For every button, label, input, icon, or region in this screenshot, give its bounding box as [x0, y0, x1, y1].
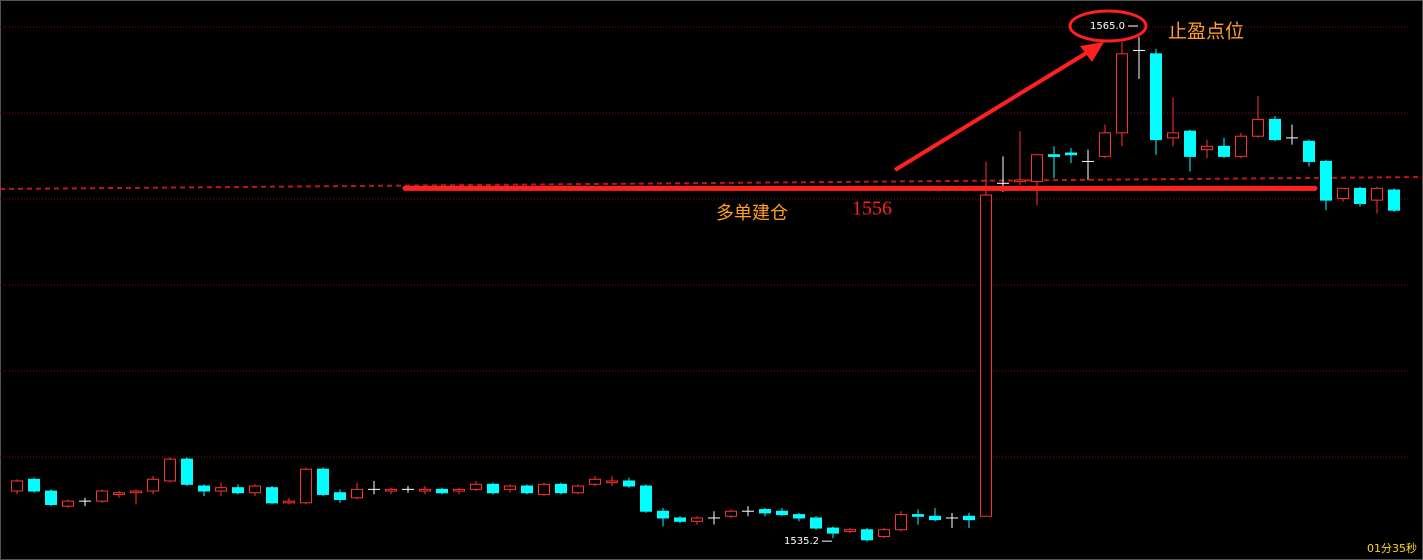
candle-body	[1201, 145, 1213, 151]
candle-body	[453, 488, 465, 492]
candle-body	[283, 500, 295, 504]
candle-body	[1354, 187, 1366, 204]
candle-body	[11, 480, 23, 492]
entry-price: 1556	[852, 198, 892, 220]
candle-body	[470, 483, 482, 490]
candle-body	[878, 529, 890, 537]
candle-body	[1014, 179, 1026, 183]
grid	[0, 26, 1410, 458]
candle-body	[1320, 160, 1332, 201]
candle-body	[861, 529, 873, 541]
candle-body	[555, 483, 567, 494]
candle-body	[1252, 118, 1264, 137]
candle-body	[232, 487, 244, 494]
candle-body	[912, 514, 924, 517]
candle-body	[28, 478, 40, 492]
candle-body	[1099, 132, 1111, 157]
candle-body	[1184, 130, 1196, 157]
candle-body	[487, 483, 499, 494]
arrow-head	[1080, 42, 1104, 62]
candle-body	[1048, 154, 1060, 157]
entry-label: 多单建仓	[716, 203, 788, 224]
candle-body	[776, 510, 788, 516]
candle-body	[300, 468, 312, 504]
candle-body	[113, 492, 125, 495]
candle-body	[1371, 187, 1383, 201]
candle-body	[623, 480, 635, 487]
candle-body	[657, 510, 669, 519]
candle-body	[827, 527, 839, 534]
candle-body	[1150, 53, 1162, 141]
candle-body	[266, 487, 278, 504]
candle-body	[130, 490, 142, 494]
candle-body	[929, 515, 941, 521]
candle-body	[521, 485, 533, 494]
candle-body	[572, 485, 584, 494]
candles	[11, 36, 1400, 542]
candle-body	[793, 514, 805, 519]
min-label: 1535.2	[784, 536, 819, 547]
candle-body	[538, 483, 550, 495]
candle-body	[385, 488, 397, 492]
candle-body	[1235, 135, 1247, 157]
candle-body	[436, 488, 448, 494]
candle-body	[317, 468, 329, 495]
candle-body	[1218, 145, 1230, 157]
annotations: 多单建仓 1556 止盈点位 01分35秒 1565.0 1535.2	[402, 9, 1417, 555]
timer: 01分35秒	[1367, 541, 1417, 555]
candle-body	[1167, 132, 1179, 139]
candle-body	[963, 515, 975, 521]
candle-body	[759, 509, 771, 514]
candle-body	[1388, 189, 1400, 211]
candle-body	[1337, 187, 1349, 199]
candle-body	[640, 485, 652, 512]
max-circle	[1068, 9, 1148, 43]
candle-body	[249, 485, 261, 494]
candle-body	[181, 458, 193, 485]
candle-body	[198, 485, 210, 492]
candle-body	[504, 485, 516, 490]
candle-body	[215, 487, 227, 492]
candle-body	[691, 517, 703, 522]
candle-body	[1116, 53, 1128, 134]
price-line	[0, 176, 1423, 190]
arrow-line	[893, 50, 1090, 172]
candle-body	[96, 490, 108, 502]
candle-body	[1065, 152, 1077, 156]
candle-body	[62, 500, 74, 507]
candle-body	[1303, 140, 1315, 162]
candle-body	[674, 517, 686, 522]
candle-body	[334, 492, 346, 500]
candle-body	[1031, 154, 1043, 183]
candle-body	[606, 480, 618, 484]
candle-body	[147, 478, 159, 492]
candle-body	[725, 510, 737, 517]
candle-body	[351, 488, 363, 499]
candle-body	[589, 478, 601, 485]
candle-body	[419, 488, 431, 492]
candle-body	[45, 490, 57, 506]
candle-body	[844, 529, 856, 532]
candle-body	[810, 517, 822, 529]
candle-body	[1269, 118, 1281, 141]
max-label: 1565.0	[1090, 21, 1125, 32]
candle-body	[980, 194, 992, 517]
candle-body	[895, 514, 907, 531]
take-profit-label: 止盈点位	[1168, 21, 1244, 43]
candle-body	[164, 458, 176, 482]
